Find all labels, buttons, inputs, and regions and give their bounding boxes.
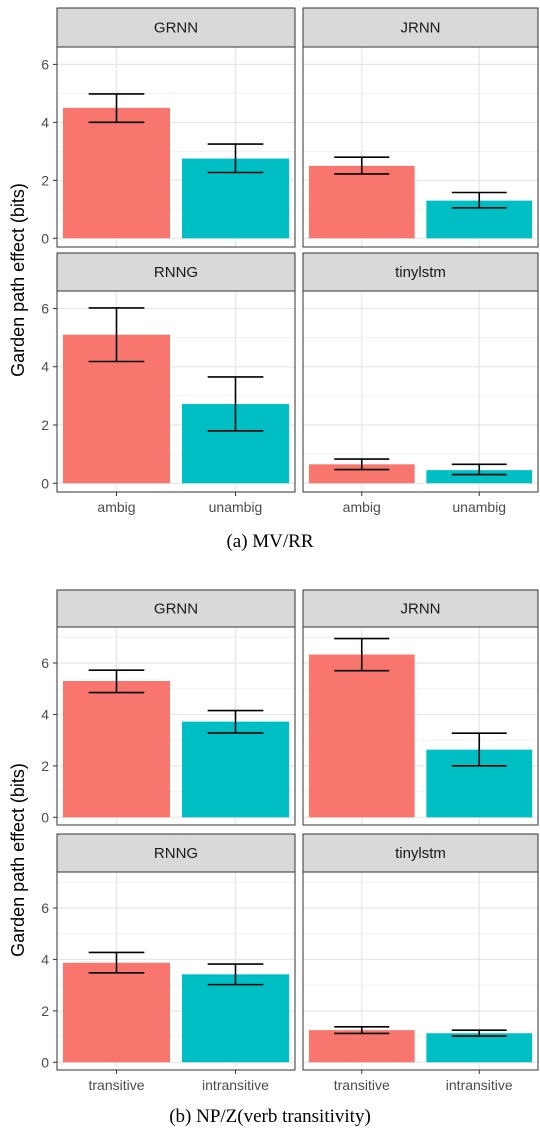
bar-transitive [62,962,171,1063]
bar-unambig [426,470,533,484]
x-tick-label: unambig [452,499,506,515]
y-tick-label: 6 [41,300,49,316]
figure-b-caption: (b) NP/Z(verb transitivity) [169,1106,371,1127]
bar-transitive [62,681,171,818]
strip-title: GRNN [154,601,198,618]
bar-transitive [308,1030,415,1063]
x-tick-label: transitive [88,1077,144,1093]
panel-border [302,871,539,1071]
strip-title: JRNN [401,20,441,37]
strip-title: RNNG [154,845,198,862]
y-tick-label: 6 [41,900,49,916]
bar-intransitive [181,974,290,1063]
y-tick-label: 0 [41,475,49,491]
strip-background [302,589,539,628]
y-tick-label: 4 [41,951,49,967]
y-axis-label: Garden path effect (bits) [8,763,28,957]
y-axis-label: Garden path effect (bits) [8,183,28,377]
panel-border [56,871,296,1071]
y-tick-label: 0 [41,809,49,825]
strip-title: tinylstm [395,264,446,281]
y-tick-label: 2 [41,1003,49,1019]
panel-grnn: GRNN 0 2 4 6 [41,589,296,826]
panel-border [56,46,296,248]
bar-ambig [62,107,171,239]
x-tick-label: transitive [334,1077,390,1093]
y-tick-label: 0 [41,1054,49,1070]
strip-background [56,252,296,292]
panel-jrnn: JRNN [302,589,539,826]
panel-tinylstm: tinylstm transitive intransitive [302,833,539,1093]
figure-a-mv-rr: Garden path effect (bits) GRNN 0 2 4 6 JRNN RNN… [8,7,539,515]
panel-border [302,46,539,248]
x-tick-label: intransitive [202,1077,269,1093]
panel-background [303,291,538,492]
x-tick-label: intransitive [446,1077,513,1093]
strip-background [302,7,539,48]
panel-rnng: RNNG 0 2 4 6 ambig unambig [41,252,296,515]
panel-border [56,290,296,493]
strip-background [56,833,296,873]
bar-ambig [308,165,415,239]
y-tick-label: 4 [41,706,49,722]
y-tick-label: 6 [41,56,49,72]
x-tick-label: ambig [97,499,135,515]
y-tick-label: 4 [41,114,49,130]
figure-a-caption: (a) MV/RR [226,531,314,552]
panel-grnn: GRNN 0 2 4 6 [41,7,296,248]
panel-rnng: RNNG 0 2 4 6 transitive intransitive [41,833,296,1093]
panel-jrnn: JRNN [302,7,539,248]
strip-title: tinylstm [395,845,446,862]
strip-title: RNNG [154,264,198,281]
y-tick-label: 4 [41,359,49,375]
strip-title: GRNN [154,20,198,37]
strip-background [56,7,296,48]
y-tick-label: 2 [41,417,49,433]
strip-background [302,252,539,292]
x-tick-label: ambig [343,499,381,515]
panel-border [302,626,539,826]
panel-border [302,290,539,493]
y-tick-label: 2 [41,758,49,774]
bar-transitive [308,654,415,818]
figure-b-np-z: Garden path effect (bits) GRNN 0 2 4 6 JRNN RNN… [8,589,539,1093]
panel-tinylstm: tinylstm ambig unambig [302,252,539,515]
y-tick-label: 6 [41,655,49,671]
x-tick-label: unambig [209,499,263,515]
bar-intransitive [426,1033,533,1063]
panel-border [56,626,296,826]
y-tick-label: 0 [41,230,49,246]
strip-title: JRNN [401,601,441,618]
y-tick-label: 2 [41,172,49,188]
strip-background [302,833,539,873]
bar-intransitive [181,721,290,818]
